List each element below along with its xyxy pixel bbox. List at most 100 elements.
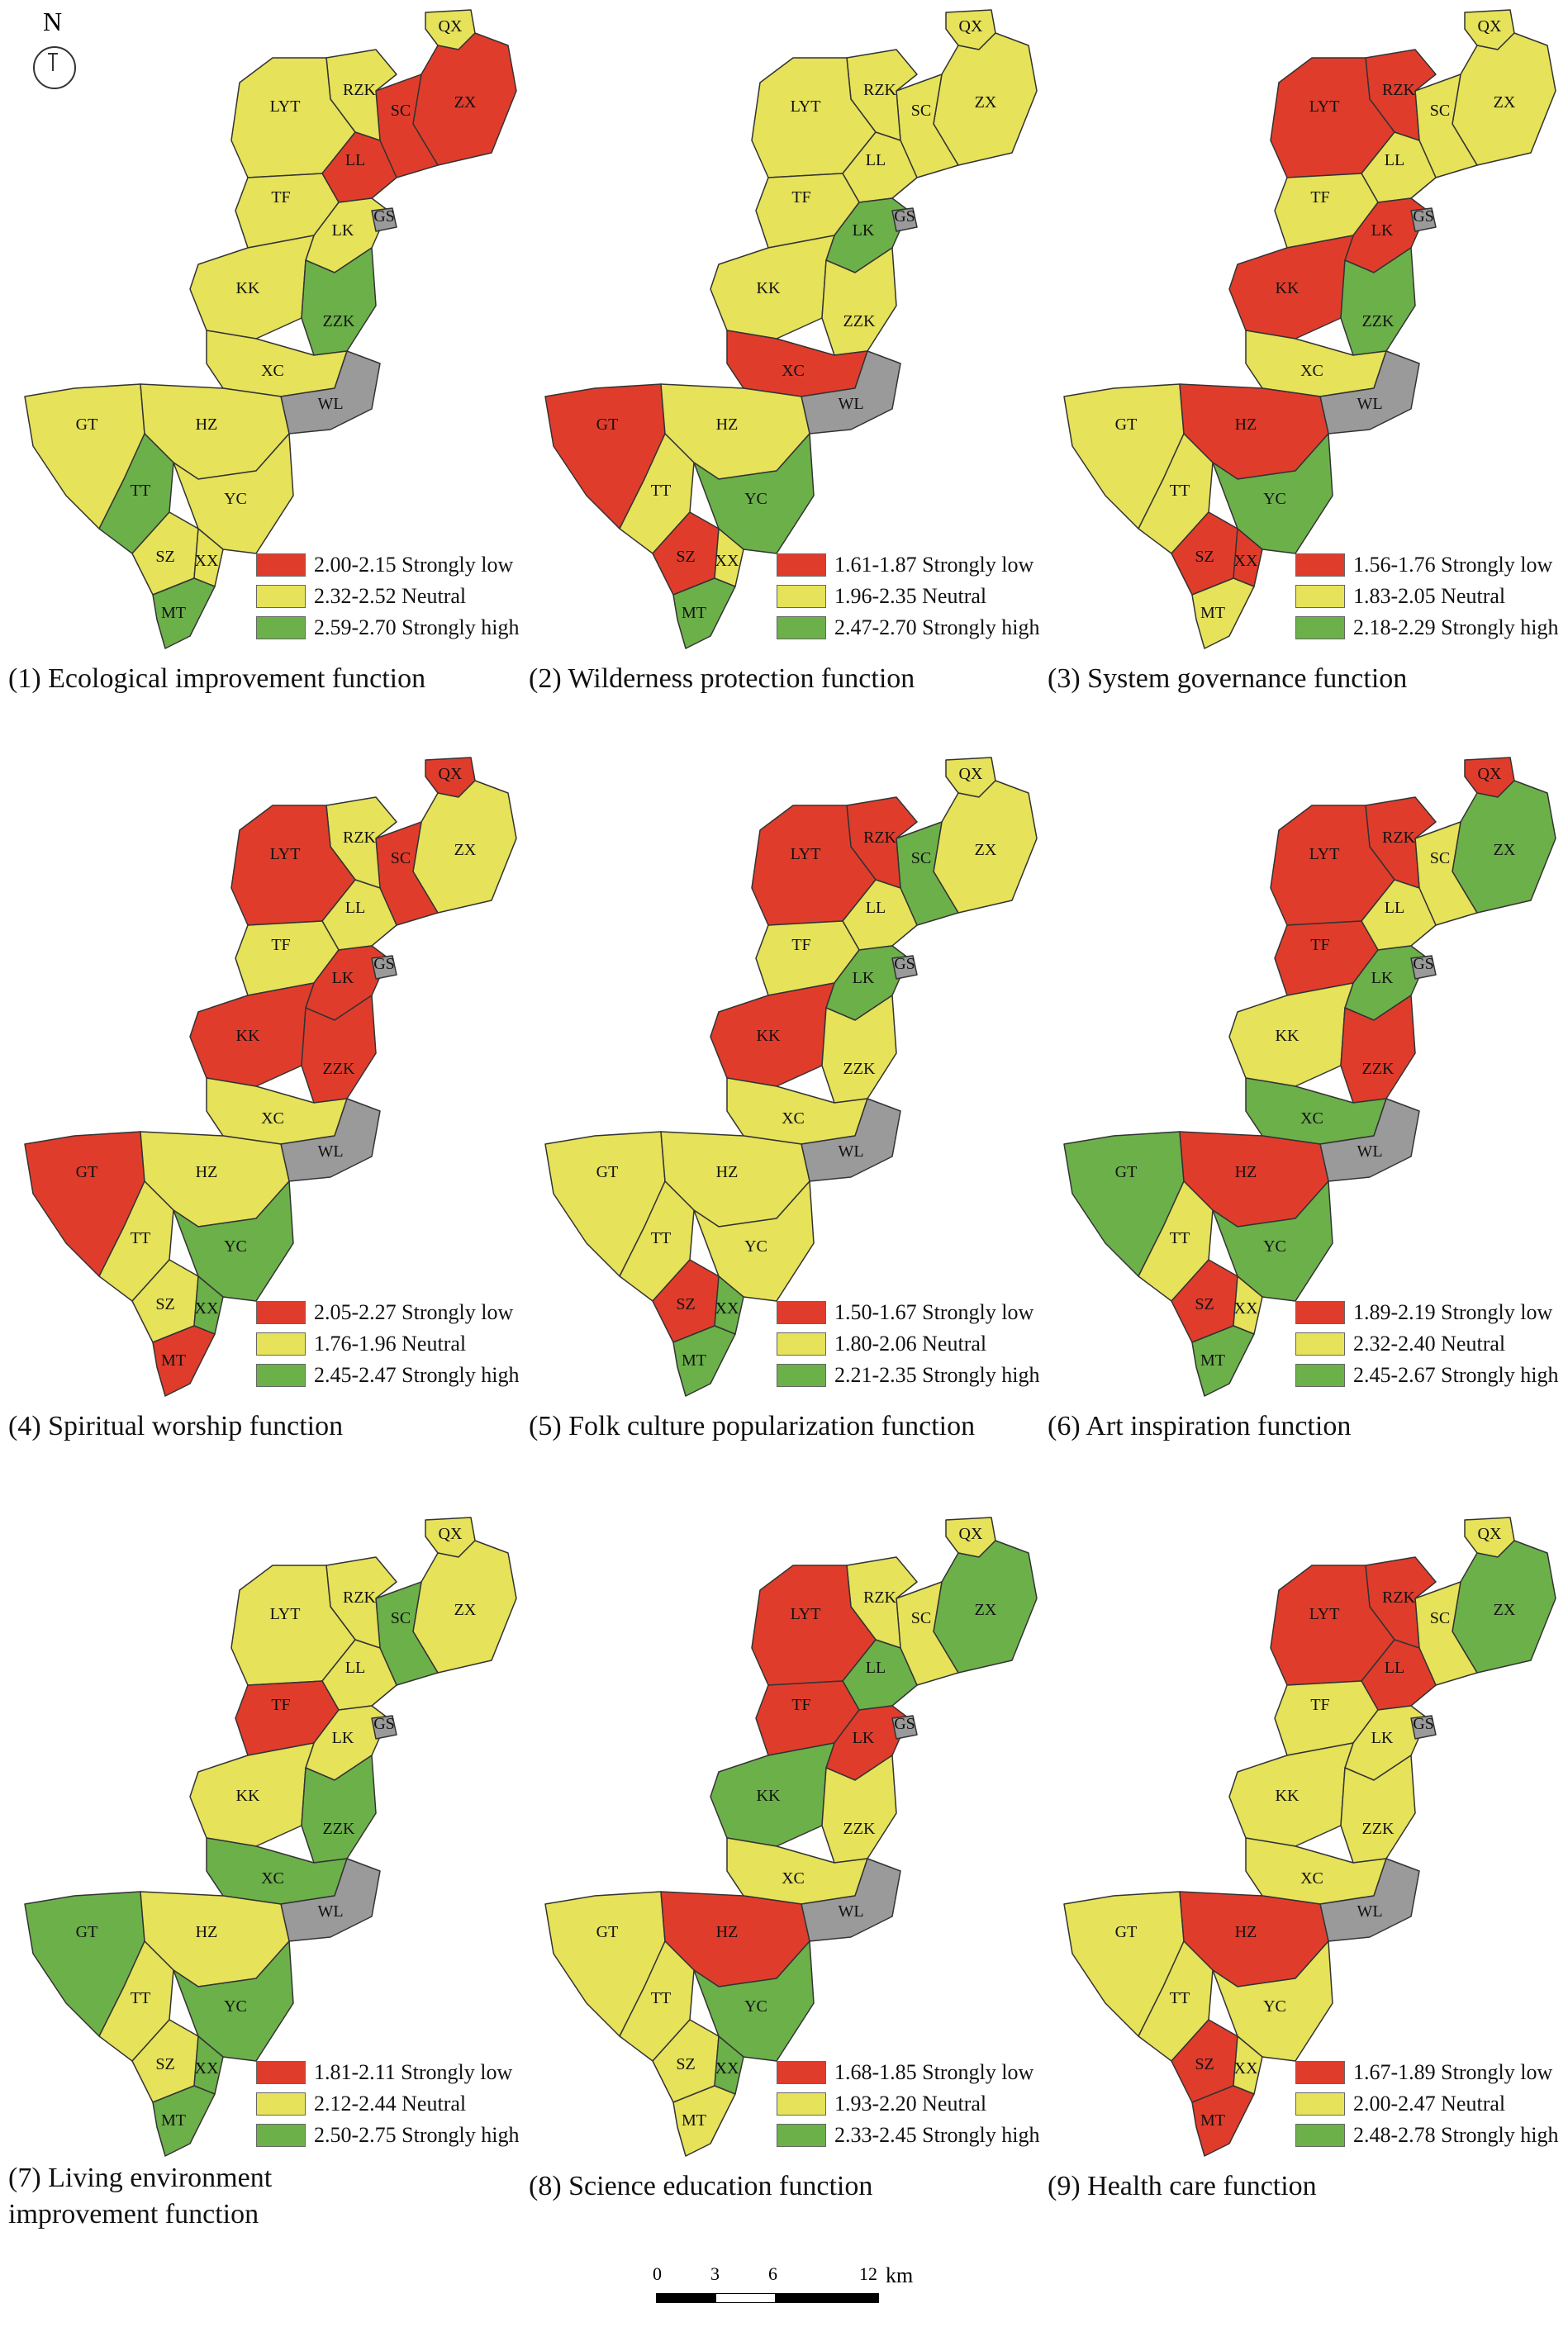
legend: 2.05-2.27 Strongly low 1.76-1.96 Neutral 2… [256, 1297, 520, 1391]
legend-swatch-low [256, 553, 306, 577]
legend-item-high: 2.47-2.70 Strongly high [777, 612, 1041, 643]
legend-label: 2.45-2.67 Strongly high [1353, 1363, 1559, 1387]
region-label-xx: XX [715, 552, 739, 570]
region-label-zzk: ZZK [323, 1820, 355, 1838]
region-label-sz: SZ [1195, 1295, 1214, 1313]
region-label-zx: ZX [975, 1601, 997, 1619]
region-label-hz: HZ [196, 1923, 218, 1941]
region-label-lk: LK [332, 1729, 354, 1747]
legend-label: 1.50-1.67 Strongly low [834, 1300, 1034, 1324]
region-label-mt: MT [161, 1351, 186, 1370]
region-label-ll: LL [866, 899, 886, 917]
map-panel-9: QX ZX SC RZK LYT LL TF LK GS KK ZZK XC WL GT HZ TT YC SZ X… [1048, 1508, 1560, 2234]
map-panel-8: QX ZX SC RZK LYT LL TF LK GS KK ZZK XC WL GT HZ TT YC SZ X… [529, 1508, 1041, 2234]
region-label-hz: HZ [716, 1923, 739, 1941]
legend: 1.67-1.89 Strongly low 2.00-2.47 Neutral 2… [1295, 2057, 1560, 2151]
region-label-gt: GT [1115, 416, 1138, 434]
legend-item-neutral: 1.83-2.05 Neutral [1295, 581, 1560, 612]
legend-swatch-neutral [256, 1332, 306, 1356]
region-label-lk: LK [1371, 221, 1394, 240]
region-label-gt: GT [76, 416, 98, 434]
legend-item-neutral: 1.93-2.20 Neutral [777, 2088, 1041, 2120]
region-gs [371, 207, 397, 232]
region-label-mt: MT [682, 604, 706, 622]
legend-item-high: 2.18-2.29 Strongly high [1295, 612, 1560, 643]
region-label-hz: HZ [1235, 1923, 1257, 1941]
legend-item-low: 1.67-1.89 Strongly low [1295, 2057, 1560, 2088]
legend-label: 2.00-2.47 Neutral [1353, 2092, 1506, 2116]
legend-label: 2.48-2.78 Strongly high [1353, 2123, 1559, 2147]
region-label-xc: XC [782, 1869, 805, 1888]
region-label-mt: MT [1200, 1351, 1225, 1370]
legend: 1.81-2.11 Strongly low 2.12-2.44 Neutral 2… [256, 2057, 520, 2151]
region-label-xx: XX [1234, 1299, 1258, 1318]
legend-label: 2.18-2.29 Strongly high [1353, 615, 1559, 639]
region-wl [801, 1858, 901, 1942]
legend-label: 2.12-2.44 Neutral [314, 2092, 467, 2116]
legend-swatch-high [256, 616, 306, 639]
region-mt [1191, 577, 1255, 649]
region-label-tt: TT [651, 482, 671, 500]
region-label-gt: GT [596, 1923, 619, 1941]
north-arrow: N [25, 7, 83, 97]
region-label-lyt: LYT [270, 97, 301, 116]
region-label-xc: XC [1300, 1869, 1323, 1888]
region-label-mt: MT [682, 1351, 706, 1370]
region-label-wl: WL [838, 1142, 863, 1161]
region-label-sc: SC [1430, 1609, 1450, 1627]
region-label-gs: GS [1413, 1715, 1434, 1733]
region-label-mt: MT [161, 2111, 186, 2130]
legend-swatch-neutral [1295, 2092, 1345, 2116]
region-label-rzk: RZK [863, 1589, 897, 1607]
region-label-wl: WL [317, 1902, 343, 1921]
legend-item-neutral: 2.00-2.47 Neutral [1295, 2088, 1560, 2120]
legend-item-neutral: 1.96-2.35 Neutral [777, 581, 1041, 612]
legend-item-high: 2.33-2.45 Strongly high [777, 2120, 1041, 2151]
region-label-rzk: RZK [1382, 829, 1416, 847]
region-label-zx: ZX [975, 93, 997, 112]
region-label-sz: SZ [1195, 548, 1214, 566]
legend-label: 1.96-2.35 Neutral [834, 584, 987, 608]
region-label-sz: SZ [155, 1295, 174, 1313]
region-label-tf: TF [791, 936, 810, 954]
region-gs [1410, 1715, 1437, 1740]
region-label-mt: MT [682, 2111, 706, 2130]
region-label-lyt: LYT [1309, 845, 1340, 863]
region-label-rzk: RZK [343, 829, 377, 847]
region-label-rzk: RZK [863, 81, 897, 99]
region-label-ll: LL [1385, 151, 1404, 169]
region-gs [891, 955, 918, 980]
region-gs [1410, 207, 1437, 232]
map-caption: (4) Spiritual worship function [8, 1411, 344, 1441]
legend-item-low: 1.56-1.76 Strongly low [1295, 549, 1560, 581]
legend-item-low: 2.00-2.15 Strongly low [256, 549, 520, 581]
region-label-zx: ZX [1494, 93, 1516, 112]
region-label-lyt: LYT [270, 1605, 301, 1623]
legend-item-low: 1.89-2.19 Strongly low [1295, 1297, 1560, 1328]
legend-item-low: 1.81-2.11 Strongly low [256, 2057, 520, 2088]
legend-label: 2.05-2.27 Strongly low [314, 1300, 514, 1324]
region-label-tt: TT [131, 1229, 150, 1247]
region-label-qx: QX [959, 1525, 983, 1543]
region-label-rzk: RZK [343, 81, 377, 99]
region-label-sc: SC [911, 1609, 931, 1627]
region-wl [801, 1098, 901, 1182]
region-label-hz: HZ [1235, 1163, 1257, 1181]
region-label-sc: SC [911, 849, 931, 867]
region-label-yc: YC [1263, 1997, 1286, 2016]
region-gs [891, 207, 918, 232]
legend-label: 1.93-2.20 Neutral [834, 2092, 987, 2116]
legend-swatch-low [256, 2061, 306, 2084]
legend-swatch-low [1295, 553, 1345, 577]
legend-item-high: 2.48-2.78 Strongly high [1295, 2120, 1560, 2151]
region-label-kk: KK [1276, 1787, 1300, 1805]
region-label-sz: SZ [155, 548, 174, 566]
region-label-kk: KK [1276, 1027, 1300, 1045]
region-map: QX ZX SC RZK LYT LL TF LK GS KK ZZK XC WL GT HZ TT YC SZ X… [24, 1517, 517, 2157]
region-label-hz: HZ [716, 1163, 739, 1181]
region-label-rzk: RZK [863, 829, 897, 847]
region-mt [1191, 1325, 1255, 1397]
legend-swatch-low [777, 1301, 826, 1324]
region-label-wl: WL [1357, 395, 1382, 413]
legend-item-high: 2.50-2.75 Strongly high [256, 2120, 520, 2151]
